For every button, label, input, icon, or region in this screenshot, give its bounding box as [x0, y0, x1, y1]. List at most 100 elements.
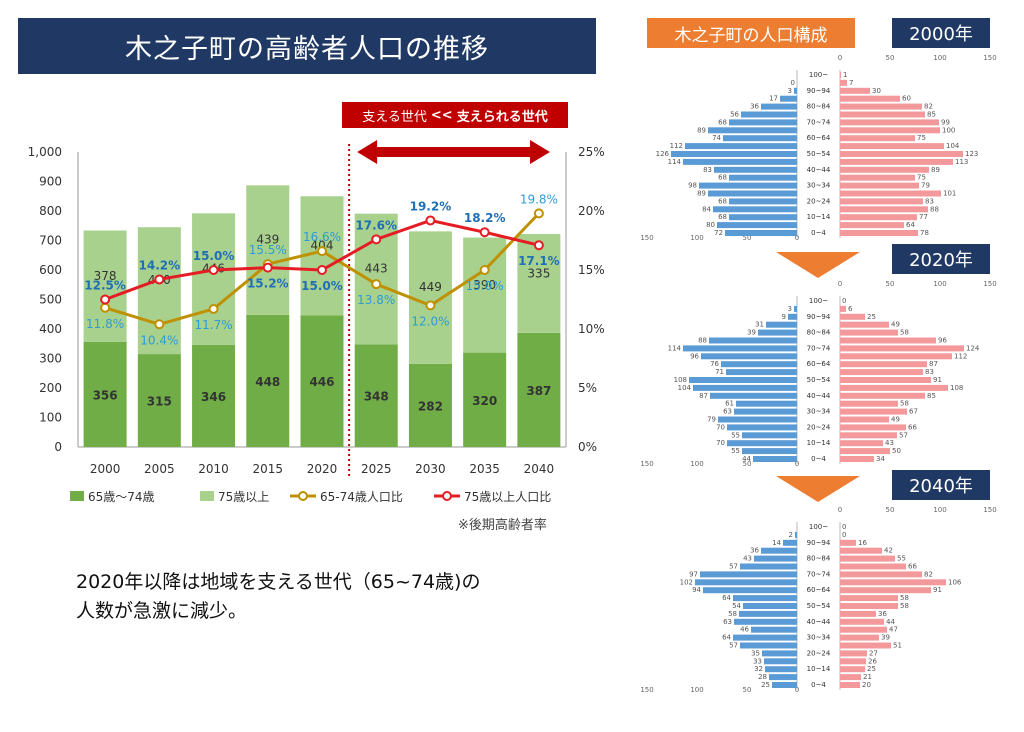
ratio-65-74-data-label: 13.8%: [357, 293, 395, 307]
pyramid-female-bar: [840, 547, 882, 554]
legend-swatch: [200, 491, 214, 501]
pyramid-bottom-axis-tick: 0: [795, 686, 799, 694]
pyramid-age-label: 30~34: [807, 182, 831, 190]
bar-75-plus: [408, 231, 452, 364]
pyramid-male-bar: [710, 392, 797, 399]
pyramid-male-bar: [708, 127, 797, 134]
pyramid-female-data-label: 7: [849, 79, 853, 87]
pyramid-age-label: 20~24: [807, 649, 831, 657]
ratio-65-74-data-label: 15.0%: [466, 279, 504, 293]
pyramid-year-label-2040: 2040年: [892, 470, 990, 500]
bar-75-plus-data-label: 449: [419, 280, 442, 294]
ratio-75-plus-data-label: 15.0%: [301, 279, 343, 293]
pyramid-title: 木之子町の人口構成: [647, 18, 855, 48]
pyramid-female-bar: [840, 618, 884, 625]
pyramid-male-data-label: 63: [723, 618, 732, 626]
pyramid-female-bar: [840, 182, 919, 189]
pyramid-female-bar: [840, 353, 952, 360]
pyramid-male-data-label: 98: [688, 182, 697, 190]
pyramid-female-data-label: 16: [858, 539, 867, 547]
pyramid-female-bar: [840, 642, 891, 649]
pyramid-bottom-axis-tick: 100: [690, 234, 703, 242]
pyramid-female-bar: [840, 143, 944, 150]
pyramid-age-label: 60~64: [807, 360, 831, 368]
pyramid-male-bar: [703, 587, 797, 594]
pyramid-female-bar: [840, 206, 928, 213]
pyramid-male-bar: [783, 539, 797, 546]
pyramid-female-data-label: 87: [929, 360, 938, 368]
caption-line-2: 人数が急激に減少。: [76, 600, 248, 622]
pyramid-male-bar: [693, 384, 797, 391]
pyramid-top-axis-tick: 50: [886, 54, 895, 62]
pyramid-female-data-label: 96: [938, 337, 947, 345]
pyramid-age-label: 90~94: [807, 539, 831, 547]
pyramid-male-bar: [794, 305, 797, 312]
pyramid-age-label: 40~44: [807, 618, 831, 626]
pyramid-male-data-label: 64: [722, 634, 731, 642]
pyramid-female-data-label: 0: [842, 297, 846, 305]
y-tick-label: 200: [39, 381, 62, 395]
pyramid-female-bar: [840, 377, 931, 383]
y-tick-label: 0: [54, 440, 62, 454]
pyramid-age-label: 40~44: [807, 166, 831, 174]
pyramid-male-data-label: 114: [668, 344, 682, 352]
ratio-65-74-data-label: 19.8%: [520, 192, 558, 206]
pyramid-male-data-label: 97: [689, 570, 698, 578]
pyramid-male-bar: [761, 103, 797, 110]
pyramid-female-data-label: 39: [881, 634, 890, 642]
pyramid-female-data-label: 6: [848, 305, 853, 313]
pyramid-male-data-label: 70: [716, 439, 725, 447]
pyramid-female-bar: [840, 563, 906, 570]
pyramid-bottom-axis-tick: 50: [743, 686, 752, 694]
pyramid-male-data-label: 44: [742, 455, 751, 463]
pyramid-female-bar: [840, 127, 940, 134]
pyramid-male-bar: [765, 666, 797, 673]
pyramid-bottom-axis-tick: 150: [640, 234, 653, 242]
y-tick-label: 1,000: [28, 145, 62, 159]
pyramid-male-data-label: 114: [668, 158, 682, 166]
pyramid-bottom-axis-tick: 150: [640, 460, 653, 468]
pyramid-female-data-label: 82: [924, 570, 933, 578]
pyramid-female-data-label: 50: [892, 447, 901, 455]
pyramid-female-data-label: 77: [919, 213, 928, 221]
pyramid-male-data-label: 89: [697, 126, 706, 134]
pyramid-male-bar: [739, 610, 797, 617]
pyramid-male-bar: [766, 321, 797, 328]
bar-75-plus-data-label: 335: [527, 266, 550, 280]
pyramid-female-data-label: 104: [946, 142, 960, 150]
pyramid-male-data-label: 0: [791, 79, 795, 87]
pyramid-female-bar: [840, 650, 867, 657]
bar-75-plus: [83, 230, 127, 342]
bar-65-74: [354, 344, 398, 447]
y2-tick-label: 25%: [578, 145, 605, 159]
bar-65-74-data-label: 346: [201, 390, 226, 404]
x-tick-label: 2035: [469, 462, 500, 476]
line-65-74-ratio-point: [100, 302, 111, 313]
pyramid-age-label: 50~54: [807, 150, 831, 158]
legend-label: 65-74歳人口比: [320, 490, 403, 504]
legend-label: 65歳～74歳: [88, 490, 155, 504]
pyramid-female-bar: [840, 369, 923, 376]
pyramid-male-data-label: 68: [718, 174, 727, 182]
pyramid-male-bar: [727, 424, 797, 431]
bar-75-plus-data-label: 378: [94, 269, 117, 283]
pyramid-female-bar: [840, 87, 870, 94]
y-tick-label: 300: [39, 352, 62, 366]
pyramid-male-data-label: 87: [699, 392, 708, 400]
line-65-74-ratio-point: [371, 279, 382, 290]
pyramid-male-data-label: 32: [754, 665, 763, 673]
pyramid-age-label: 30~34: [807, 634, 831, 642]
ratio-65-74-data-label: 11.8%: [86, 317, 124, 331]
pyramid-male-bar: [733, 634, 797, 641]
bar-75-plus: [246, 185, 290, 315]
pyramid-male-bar: [727, 440, 797, 447]
x-tick-label: 2030: [415, 462, 446, 476]
pyramid-female-bar: [840, 95, 900, 102]
pyramid-male-bar: [708, 190, 797, 197]
pyramid-male-data-label: 3: [788, 87, 792, 95]
pyramid-male-data-label: 57: [729, 642, 738, 650]
pyramid-male-data-label: 9: [782, 313, 786, 321]
legend-marker: [298, 491, 308, 501]
pyramid-top-axis-tick: 150: [983, 280, 996, 288]
pyramid-female-data-label: 66: [908, 563, 917, 571]
